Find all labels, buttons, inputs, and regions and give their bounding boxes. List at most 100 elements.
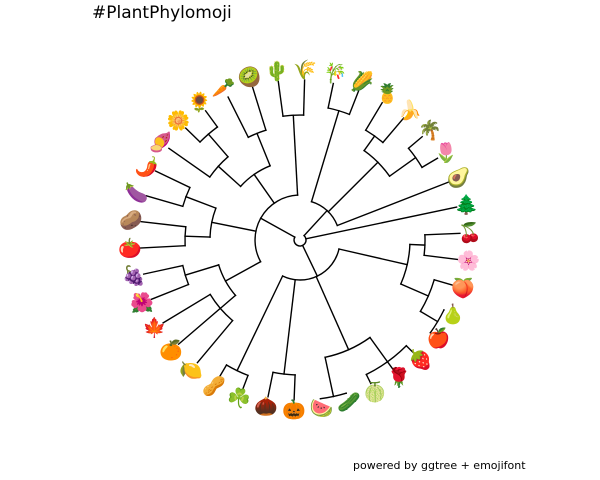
tip-emoji-5: 🌷 [434,141,458,164]
tree-branch-22 [399,243,411,285]
tree-branch-52 [217,364,228,379]
tip-emoji-12: 🍎 [427,327,451,350]
tree-branch-49 [236,275,284,372]
tree-branch-89 [292,114,299,196]
tree-branch-75 [154,170,191,189]
tree-branch-51 [241,374,249,391]
tree-branch-23 [409,243,426,246]
tree-branch-19 [301,244,319,278]
tree-branch-17 [336,180,451,227]
tree-branch-50 [225,364,249,377]
tree-branch-65 [142,264,184,275]
tree-branch-13 [388,156,417,178]
tip-emoji-21: 🥜 [202,374,226,398]
tree-branch-11 [364,101,384,132]
tree-branch-61 [162,293,212,324]
tip-emoji-15: 🍈 [363,381,387,404]
tree-branch-26 [423,254,460,261]
tree-branch-71 [140,220,187,228]
tree-branch-15 [407,135,424,150]
tree-branch-72 [184,195,217,210]
tip-emoji-32: 🌼 [167,109,191,132]
tree-branch-0 [293,234,307,247]
tree-branch-10 [364,129,384,144]
tree-branch-30 [419,310,439,323]
tree-branch-16 [421,157,439,169]
tip-emoji-11: 🍐 [441,302,465,325]
tree-branch-5 [327,82,335,109]
tree-branch-12 [381,117,405,144]
tree-branch-76 [253,173,276,205]
tip-emoji-2: 🍍 [375,82,399,105]
tip-emoji-16: 🥒 [337,392,361,414]
tree-tips: 🎋 🌽🍍🍌🌴🌷🥑 🌲 🍒 🌸 🍑 🍐🍎🍓🌹🍈🥒🍉🎃🌰☘️🥜🍋🍊🍁🌺 🍇 🍅 🥔 🍆 🌶️🍠🌼🌻🥕 🥝 🌵 🌾 [118,59,481,421]
tip-emoji-10: 🍑 [451,276,475,299]
tip-emoji-1: 🌽 [350,70,374,93]
tree-branch-56 [217,264,237,297]
tree-branch-3 [310,109,340,203]
tip-emoji-34: 🥕 [212,77,236,99]
tree-branch-48 [267,371,274,398]
tree-branch-2 [310,200,339,227]
tip-emoji-37: 🌾 [293,59,317,81]
tree-branch-92 [302,79,306,116]
tip-emoji-24: 🍁 [143,316,167,339]
tree-branch-60 [177,307,222,346]
tree-branch-62 [184,264,220,276]
tree-branch-77 [239,164,272,188]
tip-emoji-30: 🌶️ [135,155,159,178]
tree-branch-81 [207,133,229,158]
tree-branch-38 [405,344,415,354]
tree-branch-53 [259,217,296,239]
tip-emoji-29: 🍆 [125,181,149,204]
tip-emoji-26: 🍇 [122,264,146,287]
tree-branch-35 [324,336,371,359]
tip-emoji-3: 🍌 [398,98,422,121]
tree-branch-9 [363,135,376,152]
tree-branch-36 [369,336,389,363]
tree-branch-21 [338,248,409,266]
tree-branch-41 [324,356,335,398]
plot-title: #PlantPhylomoji [92,3,232,23]
tree-branch-24 [423,234,426,257]
tip-emoji-28: 🥔 [119,209,143,232]
tree-branch-55 [224,260,262,282]
tree-branch-14 [407,147,423,169]
tip-emoji-9: 🌸 [457,249,481,272]
tip-emoji-23: 🍊 [159,339,184,362]
tree-branch-25 [424,232,461,236]
tip-emoji-13: 🍓 [409,348,433,371]
tree-branch-29 [433,278,455,287]
tree-branch-6 [348,90,360,116]
tree-branch-1 [303,209,329,237]
tip-emoji-18: 🎃 [282,398,306,421]
tree-branch-66 [210,221,257,233]
tip-emoji-19: 🌰 [254,396,278,418]
tree-branch-87 [227,96,250,139]
tree-branch-86 [247,129,267,139]
tree-branch-45 [283,278,296,375]
tip-emoji-6: 🥑 [447,165,471,189]
tree-branch-83 [184,127,201,143]
tip-emoji-17: 🍉 [310,398,334,420]
tree-branch-80 [167,147,211,178]
tree-branch-64 [150,283,190,301]
tree-branch-7 [327,161,379,213]
tip-emoji-33: 🌻 [188,91,212,114]
tree-branches [139,79,461,401]
tree-branch-27 [399,283,430,297]
tip-emoji-7: 🌲 [455,193,479,216]
tree-branch-57 [219,294,237,310]
plot-caption: powered by ggtree + emojifont [353,459,526,472]
tree-branch-40 [365,373,372,385]
tip-emoji-35: 🥝 [238,65,262,89]
tree-branch-70 [139,244,186,249]
tip-emoji-0: 🎋 [323,62,347,85]
tree-branch-8 [363,149,391,178]
tree-branch-18 [305,206,458,240]
tip-emoji-25: 🌺 [130,291,154,314]
tree-branch-82 [199,126,219,143]
tree-branch-78 [217,165,242,188]
tree-branch-74 [145,194,184,208]
